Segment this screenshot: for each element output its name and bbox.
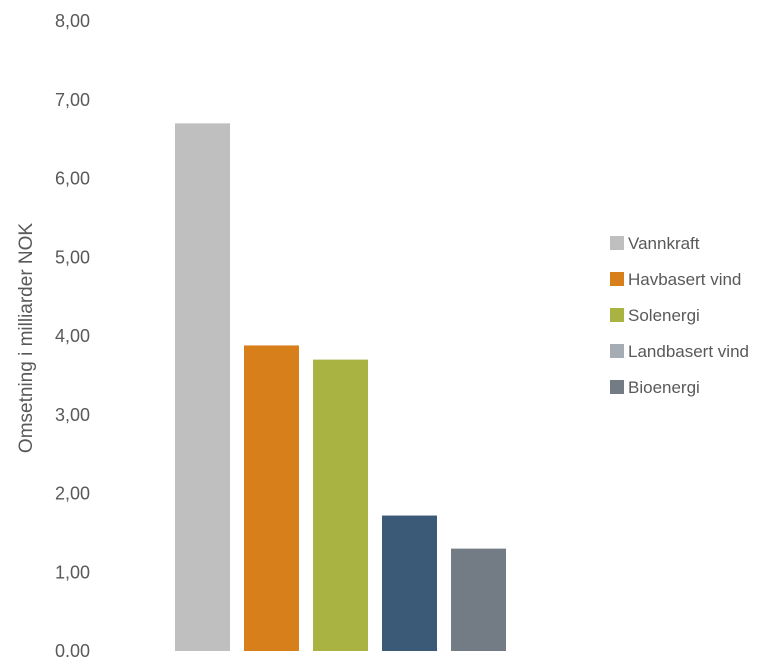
legend: Vannkraft Havbasert vind Solenergi Landbase… [610,234,749,397]
legend-label: Havbasert vind [628,270,741,289]
bar-vannkraft [175,123,230,651]
bar-havbasert-vind [244,345,299,651]
y-tick-label: 3,00 [55,405,90,425]
legend-swatch [610,272,624,286]
y-axis-ticks: 0,00 1,00 2,00 3,00 4,00 5,00 6,00 7,00 8,00 [55,11,90,657]
y-tick-label: 4,00 [55,326,90,346]
legend-label: Vannkraft [628,234,700,253]
bar-solenergi [313,359,368,651]
legend-swatch [610,236,624,250]
y-tick-label: 2,00 [55,484,90,504]
y-tick-label: 6,00 [55,169,90,189]
y-tick-label: 7,00 [55,90,90,110]
bars [175,123,506,651]
y-tick-label: 8,00 [55,11,90,31]
y-axis-title: Omsetning i milliarder NOK [16,223,37,453]
y-tick-label: 1,00 [55,562,90,582]
legend-label: Bioenergi [628,378,700,397]
y-tick-label: 0,00 [55,641,90,657]
bar-bioenergi [451,548,506,651]
legend-label: Landbasert vind [628,342,749,361]
legend-swatch [610,380,624,394]
legend-swatch [610,344,624,358]
bar-landbasert-vind [382,515,437,651]
legend-label: Solenergi [628,306,700,325]
legend-swatch [610,308,624,322]
y-tick-label: 5,00 [55,247,90,267]
